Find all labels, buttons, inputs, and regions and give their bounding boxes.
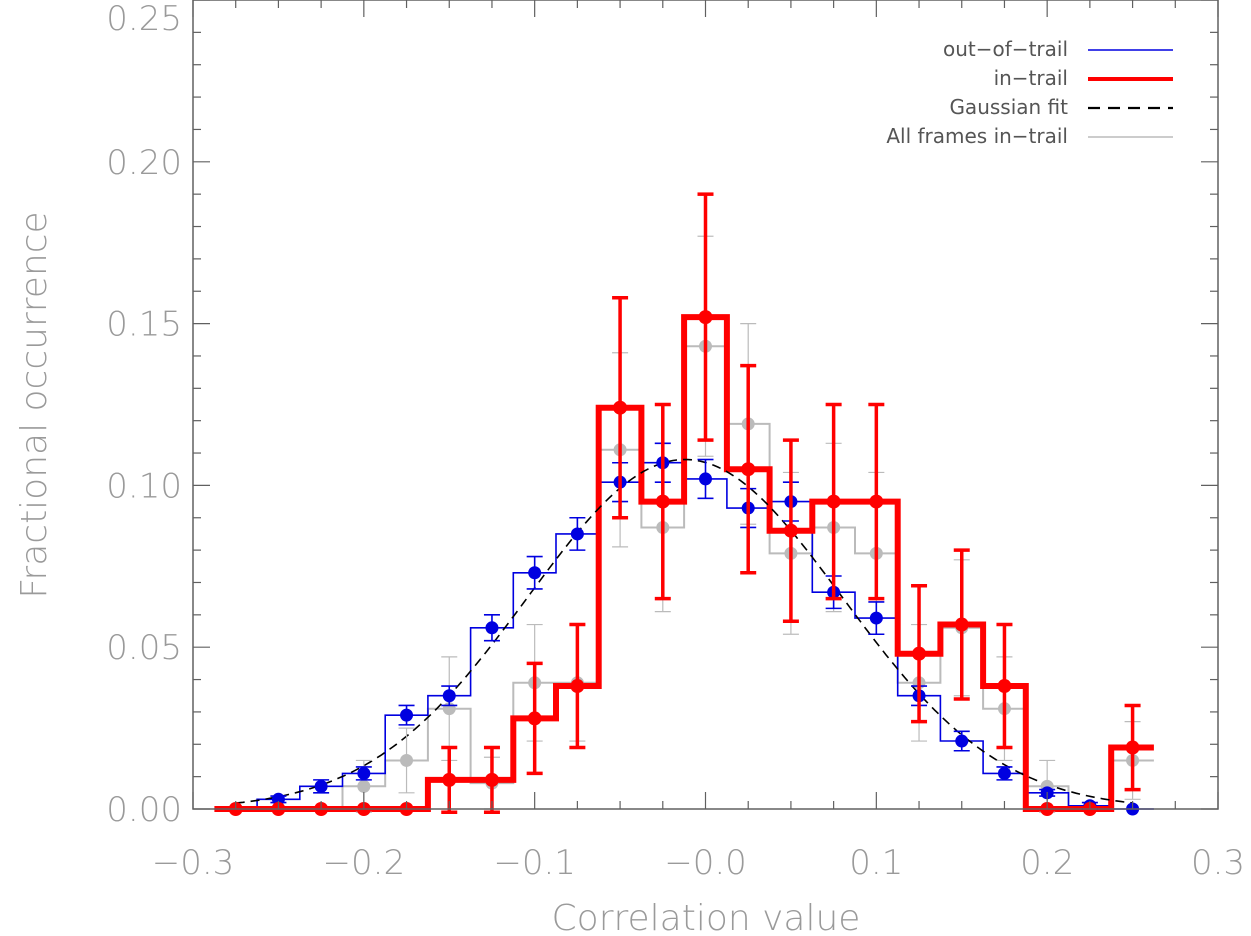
out-of-trail-data-point [485,621,499,635]
in-trail-data-point [826,494,841,509]
in-trail-data-point [997,679,1012,694]
in-trail-data-point [484,772,499,787]
legend-label: out−of−trail [943,37,1068,61]
x-axis-title: Correlation value [552,898,861,936]
in-trail-data-point [698,310,713,325]
gaussian-fit-layer [235,458,1133,804]
out-of-trail-data-point [314,779,328,793]
legend-label: All frames in−trail [886,124,1068,148]
x-tick-label: −0.3 [152,843,235,883]
out-of-trail-data-point [997,766,1011,780]
histogram-series-layer [214,314,1154,812]
x-tick-label: 0.1 [849,843,903,883]
in-trail-data-point [613,400,628,415]
x-tick-label: −0.2 [323,843,406,883]
in-trail-data-point [655,494,670,509]
x-tick-label: −0.1 [493,843,576,883]
out-of-trail-data-point [528,566,542,580]
y-tick-label: 0.25 [106,0,182,39]
gaussian-fit-curve [235,458,1133,804]
x-tick-label: 0.2 [1020,843,1074,883]
x-tick-label: 0.3 [1191,843,1245,883]
y-tick-label: 0.15 [106,305,182,345]
y-tick-label: 0.20 [106,143,182,183]
in-trail-data-point [527,711,542,726]
all-frames-data-point [400,753,414,767]
y-axis-title: Fractional occurrence [14,211,55,598]
y-tick-label: 0.05 [106,628,182,668]
legend: out−of−trail in−trail Gaussian fit All fram… [886,37,1173,148]
out-of-trail-data-point [699,472,712,486]
in-trail-data-point [912,646,927,661]
in-trail-data-point [741,462,756,477]
out-of-trail-data-point [570,527,584,541]
out-of-trail-data-point [442,689,456,703]
out-of-trail-data-point [357,766,371,780]
in-trail-data-point [783,523,798,538]
out-of-trail-data-point [271,792,285,806]
y-tick-label: 0.00 [106,790,182,830]
in-trail-histogram-line [214,314,1154,812]
axes-layer: −0.3 −0.2 −0.1 −0.0 0.1 0.2 0.3 0.00 0.05 0.10 0.1… [14,0,1245,936]
x-tick-label: −0.0 [664,843,747,883]
legend-label: Gaussian fit [949,95,1068,119]
in-trail-data-point [570,679,585,694]
all-frames-data-point [357,779,371,793]
in-trail-data-point [869,494,884,509]
legend-label: in−trail [994,66,1068,90]
in-trail-data-point [954,617,969,632]
in-trail-data-point [1125,740,1140,755]
out-of-trail-data-point [955,734,969,748]
out-of-trail-data-point [400,708,414,722]
data-points-layer [228,192,1141,816]
in-trail-data-point [442,772,457,787]
out-of-trail-data-point [869,611,883,625]
y-tick-label: 0.10 [106,466,182,506]
